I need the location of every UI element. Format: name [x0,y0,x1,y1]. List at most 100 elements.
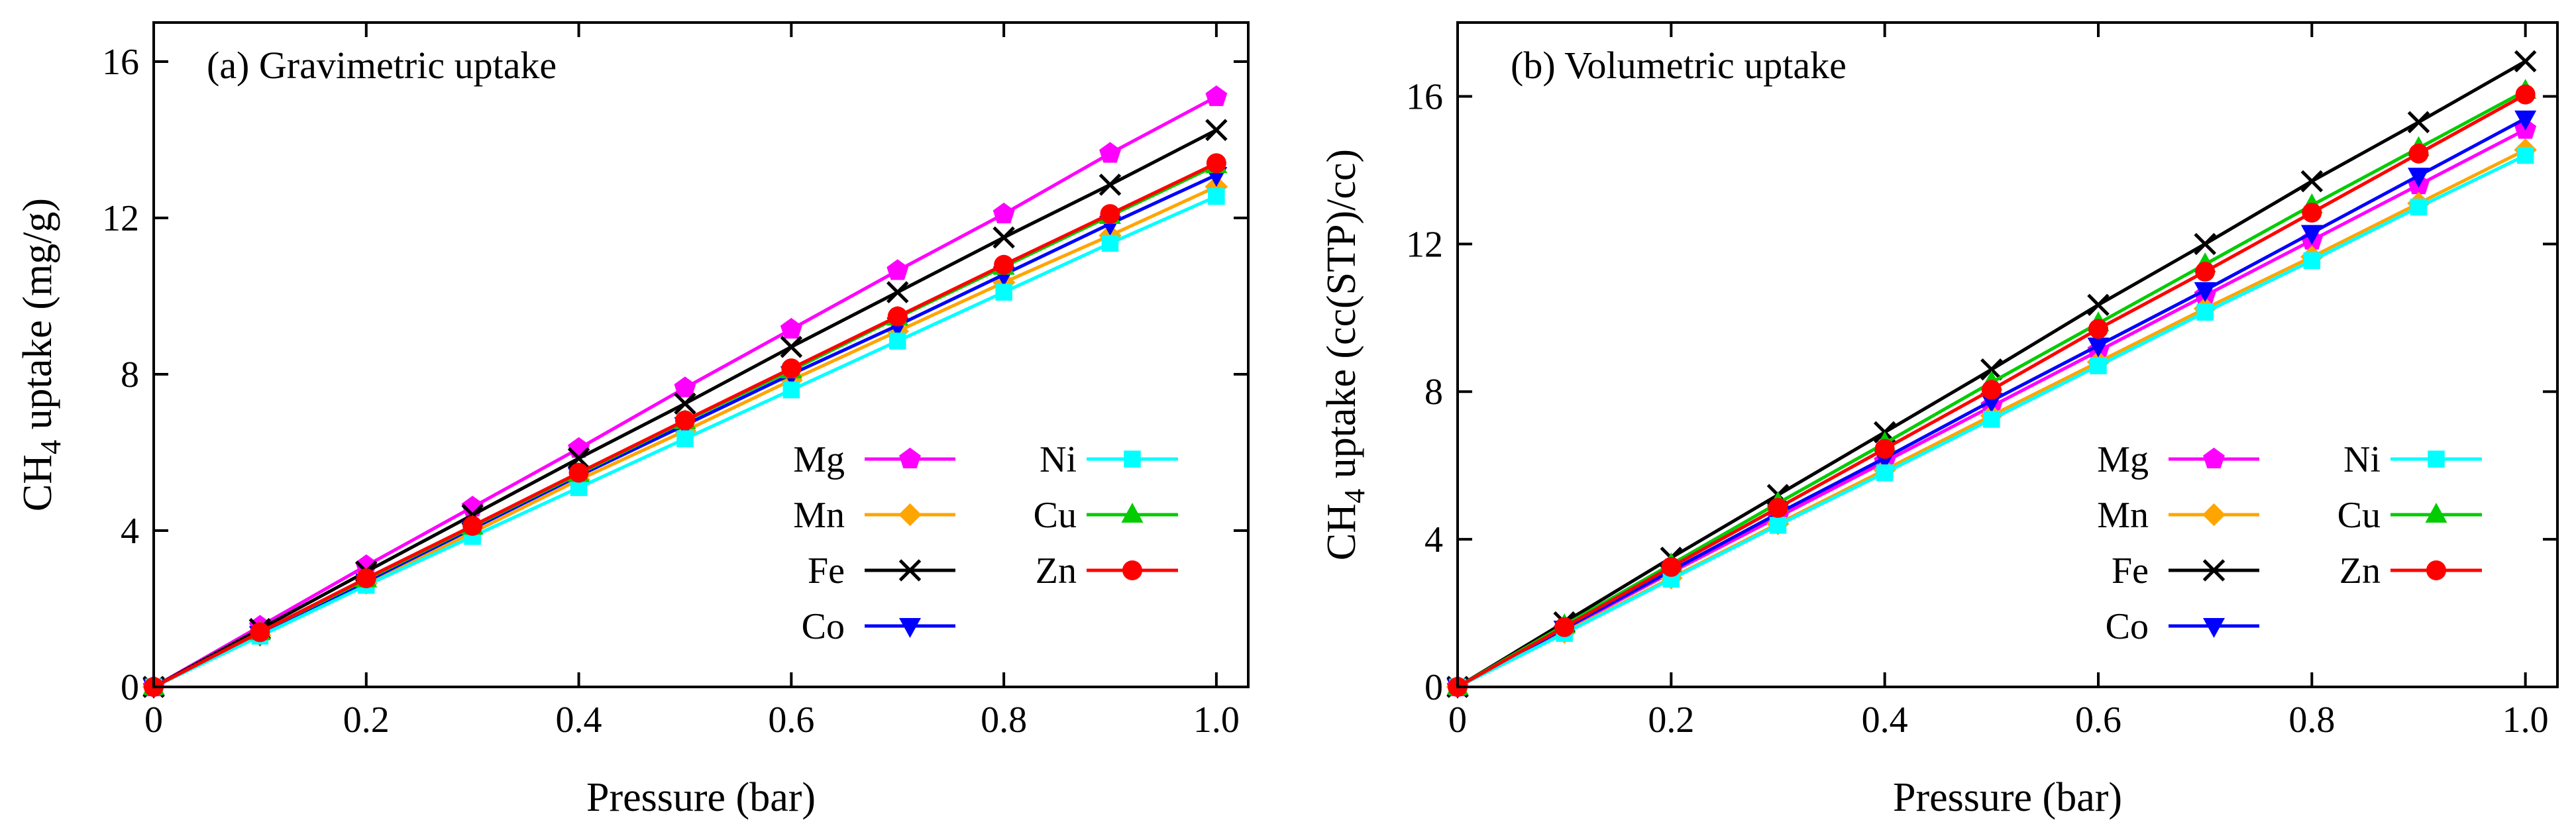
data-point-fe [2087,293,2110,317]
data-point-mg [993,202,1015,224]
data-point-ni [2516,146,2534,164]
legend-marker [1122,560,1142,580]
legend-label: Ni [1040,439,1077,480]
data-point-co [2514,110,2537,130]
legend-label: Zn [2339,550,2381,592]
data-point-fe [1980,358,2003,381]
data-point-zn [250,622,270,643]
plot-frame [152,21,1250,688]
legend-marker [1124,450,1141,468]
x-tick-label: 0.4 [556,700,602,741]
data-point-zn [568,462,589,483]
legend-label: Co [802,606,845,647]
data-point-fe [567,447,590,470]
legend-item-fe: Fe [2112,550,2259,592]
x-tick-label: 0.8 [2288,700,2335,741]
x-tick-label: 0.6 [2075,700,2121,741]
y-axis-title: CH4 uptake (cc(STP)/cc) [1319,149,1371,560]
legend-item-cu: Cu [1034,495,1178,536]
data-point-zn [1206,153,1226,174]
data-point-ni [995,284,1012,301]
data-point-ni [1983,411,2000,428]
legend-item-fe: Fe [808,550,955,592]
x-axis-title: Pressure (bar) [586,775,816,820]
y-tick-label: 4 [1424,519,1443,560]
data-point-zn [462,515,483,536]
data-point-ni [782,381,800,399]
data-point-mg [1099,142,1121,163]
data-point-ni [888,333,906,350]
x-tick-label: 0.6 [768,700,814,741]
y-axis-title: CH4 uptake (mg/g) [15,198,67,511]
data-point-fe [2300,170,2324,193]
data-point-ni [2090,357,2107,374]
chart-panel-volumetric: 0 0.2 0.4 0.6 0.8 1.0 0 4 8 12 16 (b) Volumetric up… [1319,21,2559,820]
legend-label: Ni [2343,439,2381,480]
legend-marker [2202,503,2226,527]
legend-label: Mg [2097,439,2149,480]
y-tick-label: 16 [102,42,139,83]
data-point-fe [1205,119,1228,142]
x-tick-label: 0.8 [981,700,1027,741]
legend-marker [2203,618,2225,638]
data-point-ni [1101,234,1119,252]
panel-title: (a) Gravimetric uptake [207,44,557,87]
data-point-zn [356,568,376,588]
data-point-fe [1099,174,1122,196]
data-point-ni [1769,517,1787,534]
data-point-ni [1208,187,1225,205]
data-point-fe [993,226,1015,249]
legend-label: Mn [793,495,845,536]
y-tick-label: 0 [1424,667,1443,708]
data-point-ni [2410,198,2428,216]
chart-panel-gravimetric: 0 0.2 0.4 0.6 0.8 1.0 0 4 8 12 16 (a) Gravimetric u… [15,21,1250,820]
panel-title: (b) Volumetric uptake [1511,44,1847,87]
y-tick-label: 12 [102,198,139,239]
x-tick-label: 0.4 [1862,700,1908,741]
legend-marker [2428,450,2445,468]
data-point-zn [2515,84,2536,105]
data-point-co [2194,282,2216,302]
data-point-mg [1205,85,1228,107]
x-tick-label: 0 [144,700,163,741]
data-point-zn [781,358,802,379]
data-point-zn [674,410,695,431]
data-point-co [2407,168,2430,188]
legend-label: Cu [1034,495,1077,536]
data-point-fe [2407,111,2430,134]
data-point-mg [780,317,802,339]
legend: Mg Mn Fe Co Ni Cu Zn [2097,439,2482,647]
x-tick-label: 1.0 [1193,700,1240,741]
data-point-fe [886,281,909,303]
legend-marker [898,503,922,527]
legend-marker [2425,503,2447,523]
legend-marker [898,559,922,582]
y-tick-label: 12 [1406,224,1443,265]
legend-item-ni: Ni [2343,439,2482,480]
y-tick-label: 0 [121,667,139,708]
data-point-zn [1554,617,1575,637]
data-point-zn [2408,143,2429,164]
legend-marker [899,618,921,638]
legend-label: Zn [1036,550,1077,592]
data-point-zn [1981,380,2002,400]
data-point-ni [1876,464,1894,482]
data-point-mg [674,376,696,397]
series-mg [142,85,1228,696]
data-point-co [2087,337,2110,358]
y-tick-label: 16 [1406,76,1443,117]
series-zn [144,153,1226,697]
legend-item-zn: Zn [1036,550,1178,592]
legend-label: Fe [2112,550,2149,592]
data-point-zn [1874,439,1895,459]
data-point-zn [2302,202,2322,223]
legend-item-co: Co [2106,606,2259,647]
legend-marker [2426,560,2446,580]
legend-marker [2203,447,2225,468]
data-point-zn [2195,262,2216,282]
data-point-fe [674,392,696,415]
legend-item-mn: Mn [793,495,955,536]
legend-label: Fe [808,550,845,592]
legend: Mg Mn Fe Co Ni Cu Zn [793,439,1178,647]
